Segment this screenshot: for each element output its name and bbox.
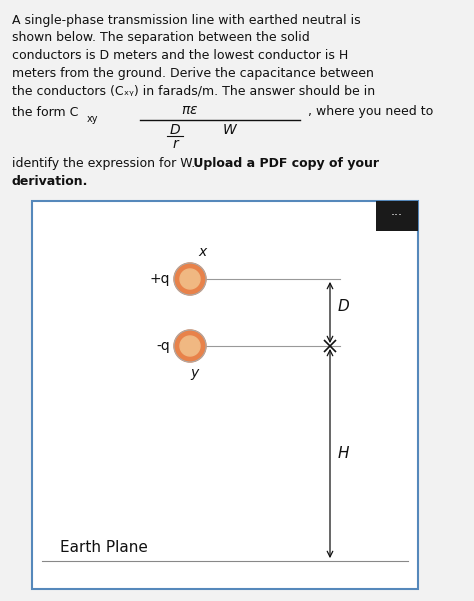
Text: +q: +q — [149, 272, 170, 286]
Text: -q: -q — [156, 339, 170, 353]
Circle shape — [180, 269, 200, 289]
Text: r: r — [172, 136, 178, 150]
Circle shape — [180, 336, 200, 356]
Text: identify the expression for W.: identify the expression for W. — [12, 157, 195, 171]
Text: D: D — [338, 299, 350, 314]
Text: xy: xy — [87, 115, 99, 124]
Circle shape — [174, 263, 206, 295]
Text: Earth Plane: Earth Plane — [60, 540, 148, 555]
Text: x: x — [198, 245, 206, 259]
Bar — [32, 201, 418, 589]
Text: the conductors (Cₓᵧ) in farads/m. The answer should be in: the conductors (Cₓᵧ) in farads/m. The an… — [12, 84, 375, 97]
Text: D: D — [170, 123, 180, 136]
Text: , where you need to: , where you need to — [308, 106, 433, 118]
Text: y: y — [190, 366, 198, 380]
Text: shown below. The separation between the solid: shown below. The separation between the … — [12, 31, 310, 44]
Text: meters from the ground. Derive the capacitance between: meters from the ground. Derive the capac… — [12, 67, 374, 79]
Text: A single-phase transmission line with earthed neutral is: A single-phase transmission line with ea… — [12, 14, 361, 27]
Text: W: W — [223, 123, 237, 136]
Bar — [376, 201, 418, 231]
Text: the form C: the form C — [12, 106, 78, 118]
Text: ···: ··· — [391, 210, 403, 222]
Circle shape — [174, 330, 206, 362]
Text: derivation.: derivation. — [12, 175, 88, 188]
Text: Upload a PDF copy of your: Upload a PDF copy of your — [189, 157, 379, 171]
Text: H: H — [338, 446, 349, 461]
Text: conductors is D meters and the lowest conductor is H: conductors is D meters and the lowest co… — [12, 49, 348, 62]
Text: $\pi\varepsilon$: $\pi\varepsilon$ — [182, 103, 199, 118]
